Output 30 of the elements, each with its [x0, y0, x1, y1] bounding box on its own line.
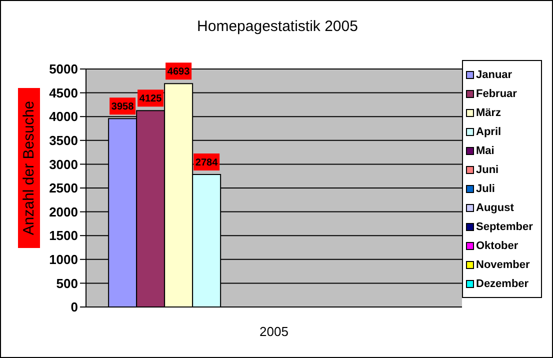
y-tick-label: 0 [70, 300, 78, 315]
legend-label: Mai [476, 144, 494, 156]
data-label: 3958 [111, 102, 134, 113]
legend-label: August [476, 202, 514, 214]
chart-title: Homepagestatistik 2005 [196, 18, 359, 35]
y-tick-label: 1000 [49, 252, 78, 268]
y-axis-title: Anzahl der Besuche [20, 100, 38, 236]
y-tick-label: 3000 [49, 156, 78, 172]
data-label: 4693 [167, 66, 190, 78]
legend-label: Juni [476, 164, 499, 176]
y-tick-label: 500 [56, 276, 78, 291]
legend-label: Oktober [476, 240, 518, 252]
data-label: 2784 [195, 157, 218, 168]
y-tick-label: 5000 [49, 62, 78, 77]
y-tick-label: 2500 [49, 180, 78, 196]
legend-label: März [476, 106, 502, 118]
y-tick-label: 2000 [49, 204, 78, 220]
y-tick-label: 1500 [49, 228, 78, 244]
data-label: 4125 [139, 94, 162, 105]
x-tick-label: 2005 [260, 324, 288, 340]
y-tick-label: 4000 [49, 109, 78, 124]
legend-label: September [476, 220, 533, 232]
legend-label: November [476, 258, 530, 270]
y-tick-label: 4500 [49, 85, 78, 100]
legend-label: Februar [476, 88, 517, 100]
legend-label: Dezember [476, 278, 529, 290]
legend-label: Januar [476, 68, 512, 80]
legend-label: April [476, 126, 502, 138]
y-tick-label: 3500 [49, 133, 78, 148]
legend-label: Juli [476, 182, 495, 194]
